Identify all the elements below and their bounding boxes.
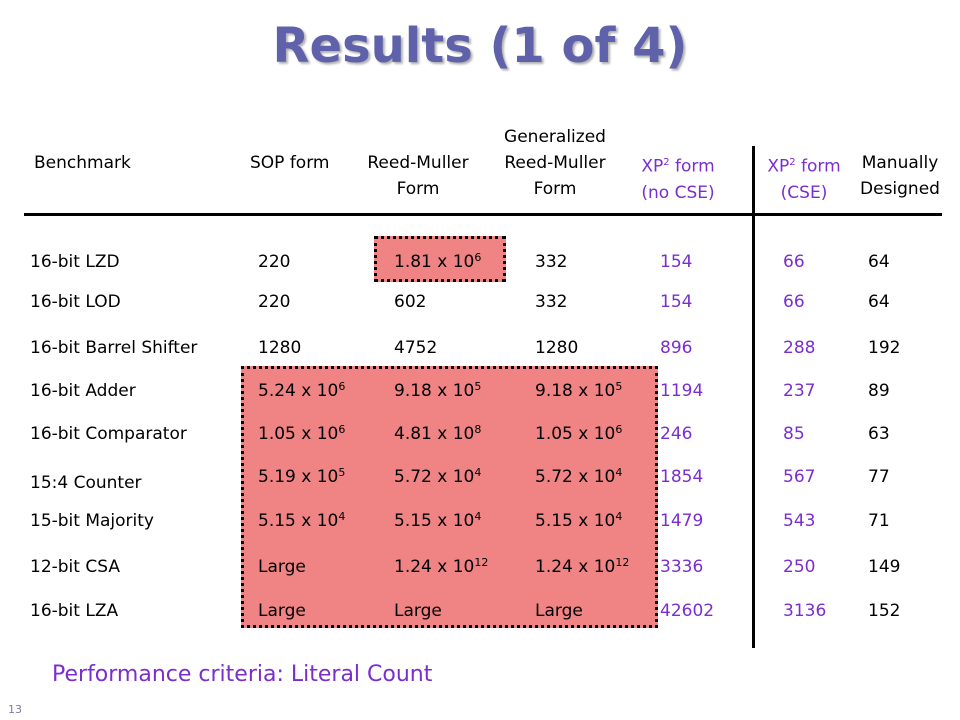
- header-xp-no-cse-line1: XP2 form: [641, 156, 715, 177]
- header-benchmark: Benchmark: [34, 153, 131, 173]
- cell-grm: 1.24 x 1012: [535, 556, 630, 577]
- cell-xp-nocse: 246: [660, 424, 693, 444]
- header-divider: [24, 213, 942, 216]
- cell-manual: 63: [868, 424, 890, 444]
- cell-grm: 332: [535, 252, 568, 272]
- cell-manual: 64: [868, 252, 890, 272]
- highlight-box-large-values: [241, 366, 658, 628]
- cell-xp-nocse: 154: [660, 252, 693, 272]
- cell-rm: 4752: [394, 338, 438, 358]
- header-manually-designed: Manually Designed: [852, 150, 948, 202]
- cell-rm: 602: [394, 292, 427, 312]
- cell-grm: 332: [535, 292, 568, 312]
- header-reed-muller-line2: Form: [396, 179, 440, 199]
- cell-grm: 9.18 x 105: [535, 380, 623, 401]
- cell-manual: 149: [868, 557, 901, 577]
- cell-xp-cse: 543: [783, 511, 816, 531]
- cell-name: 16-bit LZA: [30, 601, 119, 621]
- cell-sop: 5.19 x 105: [258, 466, 346, 487]
- cell-manual: 77: [868, 467, 890, 487]
- cell-sop: 5.15 x 104: [258, 510, 346, 531]
- cell-rm: Large: [394, 601, 442, 621]
- cell-grm: 5.72 x 104: [535, 466, 623, 487]
- cell-rm: 4.81 x 108: [394, 423, 482, 444]
- cell-rm: 1.24 x 1012: [394, 556, 489, 577]
- cell-xp-nocse: 1854: [660, 467, 704, 487]
- cell-rm: 1.81 x 106: [394, 251, 482, 272]
- cell-name: 16-bit Adder: [30, 381, 136, 401]
- header-xp-cse-line1: XP2 form: [767, 156, 841, 177]
- cell-manual: 89: [868, 381, 890, 401]
- cell-name: 15:4 Counter: [30, 473, 142, 493]
- cell-xp-cse: 66: [783, 292, 805, 312]
- cell-xp-nocse: 1194: [660, 381, 704, 401]
- cell-xp-nocse: 3336: [660, 557, 704, 577]
- cell-sop: 5.24 x 106: [258, 380, 346, 401]
- cell-name: 16-bit LOD: [30, 292, 121, 312]
- cell-sop: 1.05 x 106: [258, 423, 346, 444]
- cell-sop: Large: [258, 557, 306, 577]
- cell-xp-nocse: 1479: [660, 511, 704, 531]
- cell-xp-cse: 85: [783, 424, 805, 444]
- cell-xp-cse: 237: [783, 381, 816, 401]
- header-xp-no-cse-line2: (no CSE): [641, 182, 715, 203]
- cell-manual: 71: [868, 511, 890, 531]
- header-xp-cse-line2: (CSE): [780, 182, 828, 203]
- header-manual-line1: Manually: [861, 153, 939, 173]
- cell-grm: Large: [535, 601, 583, 621]
- header-grm-line3: Form: [533, 179, 577, 199]
- cell-xp-nocse: 896: [660, 338, 693, 358]
- cell-rm: 9.18 x 105: [394, 380, 482, 401]
- header-reed-muller: Reed-Muller Form: [355, 150, 481, 202]
- cell-xp-nocse: 42602: [660, 601, 715, 621]
- cell-xp-cse: 3136: [783, 601, 827, 621]
- cell-sop: Large: [258, 601, 306, 621]
- footer-note: Performance criteria: Literal Count: [52, 662, 433, 687]
- slide-title: Results (1 of 4): [272, 18, 688, 74]
- cell-manual: 64: [868, 292, 890, 312]
- cell-grm: 1280: [535, 338, 579, 358]
- header-xp-no-cse: XP2 form (no CSE): [626, 150, 730, 206]
- cell-xp-nocse: 154: [660, 292, 693, 312]
- cell-sop: 1280: [258, 338, 302, 358]
- cell-xp-cse: 567: [783, 467, 816, 487]
- header-grm-line2: Reed-Muller: [504, 153, 606, 173]
- highlight-box-lzd-rm: [374, 236, 506, 282]
- cell-manual: 152: [868, 601, 901, 621]
- page-number: 13: [8, 703, 22, 716]
- cell-sop: 220: [258, 292, 291, 312]
- cell-name: 12-bit CSA: [30, 557, 120, 577]
- cell-manual: 192: [868, 338, 901, 358]
- cell-rm: 5.72 x 104: [394, 466, 482, 487]
- header-grm-line1: Generalized: [504, 127, 606, 147]
- cell-xp-cse: 288: [783, 338, 816, 358]
- cell-xp-cse: 66: [783, 252, 805, 272]
- header-xp-cse: XP2 form (CSE): [756, 150, 852, 206]
- cell-grm: 5.15 x 104: [535, 510, 623, 531]
- cell-name: 16-bit LZD: [30, 252, 120, 272]
- header-generalized-reed-muller: Generalized Reed-Muller Form: [490, 124, 620, 202]
- cell-xp-cse: 250: [783, 557, 816, 577]
- cell-sop: 220: [258, 252, 291, 272]
- header-sop: SOP form: [250, 153, 330, 173]
- cell-name: 16-bit Barrel Shifter: [30, 338, 198, 358]
- cell-name: 15-bit Majority: [30, 511, 154, 531]
- header-reed-muller-line1: Reed-Muller: [367, 153, 469, 173]
- cell-name: 16-bit Comparator: [30, 424, 187, 444]
- cell-grm: 1.05 x 106: [535, 423, 623, 444]
- cell-rm: 5.15 x 104: [394, 510, 482, 531]
- header-manual-line2: Designed: [860, 179, 940, 199]
- column-divider: [752, 146, 755, 648]
